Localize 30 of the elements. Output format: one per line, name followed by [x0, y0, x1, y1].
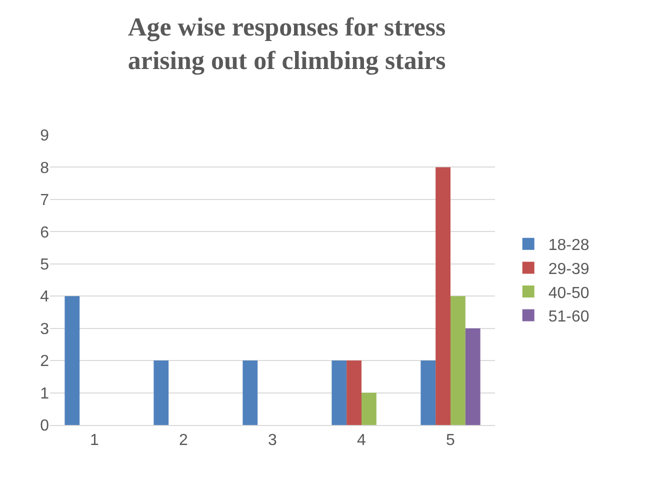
chart-title: Age wise responses for stress arising out of climbing stairs [128, 12, 446, 76]
bar [346, 360, 362, 425]
legend-label: 51-60 [548, 308, 590, 326]
y-tick-label: 7 [40, 192, 50, 210]
bar [436, 167, 450, 425]
y-tick-label: 2 [40, 353, 50, 370]
y-tick-label: 3 [40, 320, 50, 338]
y-tick-label: 0 [40, 418, 50, 435]
y-tick-label: 4 [40, 288, 50, 306]
bar [465, 328, 480, 425]
legend-label: 18-28 [548, 237, 590, 254]
y-tick-label: 8 [40, 160, 50, 177]
bar [420, 360, 436, 425]
bar [64, 296, 80, 425]
bar [450, 296, 466, 425]
y-tick-label: 9 [40, 128, 50, 145]
x-tick-label: 3 [268, 432, 278, 450]
x-tick-label: 4 [357, 432, 366, 450]
bar [362, 392, 376, 425]
y-tick-label: 5 [40, 256, 50, 274]
x-tick-label: 2 [179, 432, 188, 450]
bar [332, 360, 347, 425]
bar [242, 360, 258, 425]
bar [154, 360, 169, 425]
y-tick-label: 6 [40, 224, 50, 242]
legend-label: 40-50 [548, 284, 590, 302]
y-tick-label: 1 [40, 385, 50, 402]
x-tick-label: 1 [90, 432, 100, 450]
x-tick-label: 5 [446, 432, 456, 450]
legend-label: 29-39 [548, 260, 590, 278]
